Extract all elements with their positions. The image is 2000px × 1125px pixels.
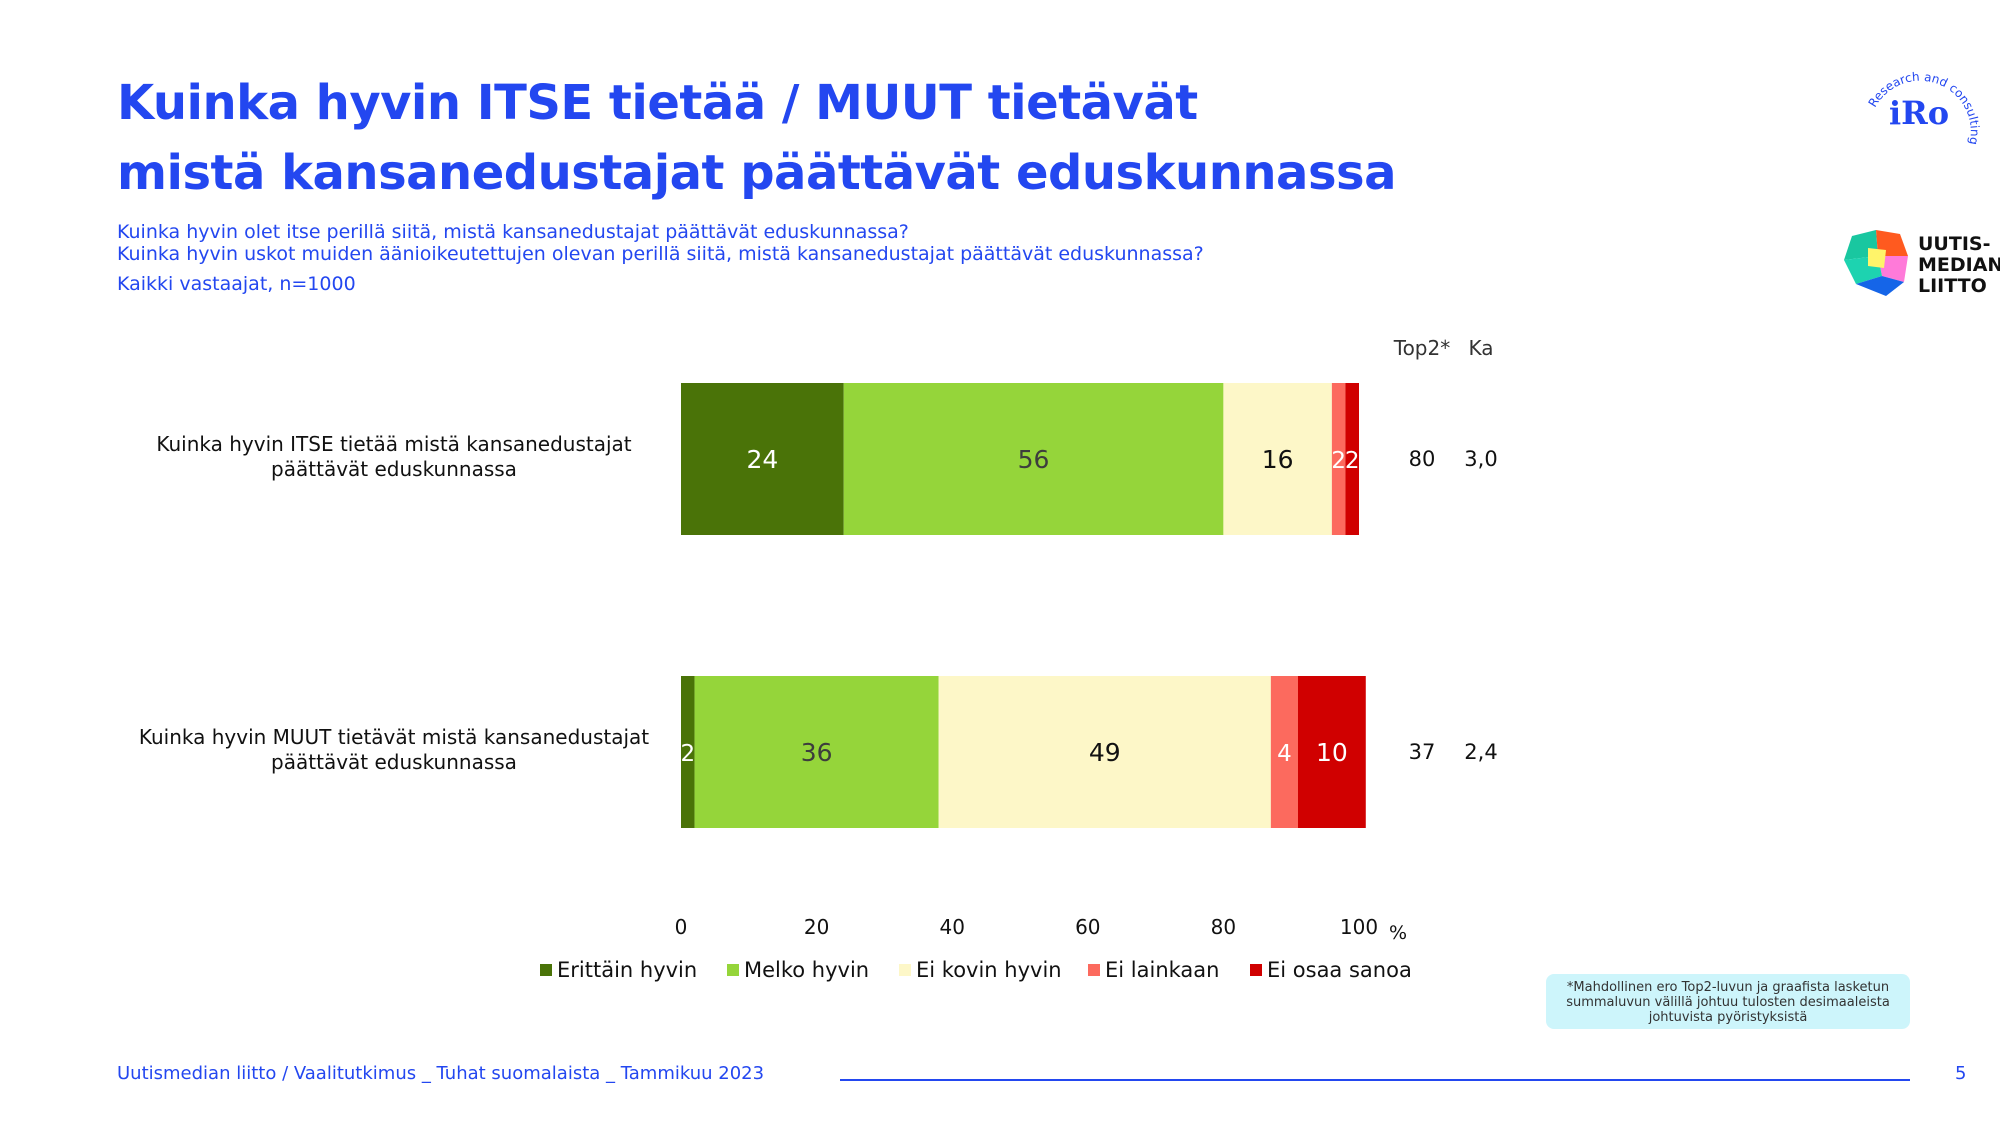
footer-divider: [840, 1079, 1910, 1081]
legend-swatch: [899, 964, 911, 976]
data-label: 16: [1262, 445, 1294, 474]
legend-label: Erittäin hyvin: [557, 958, 697, 982]
legend-swatch: [540, 964, 552, 976]
data-label: 36: [801, 738, 833, 767]
uml-logo-mark: [1844, 230, 1908, 296]
column-value: 37: [1409, 740, 1436, 764]
iro-wordmark: iRo: [1889, 94, 1949, 132]
data-label: 24: [746, 445, 778, 474]
x-tick-label: 20: [804, 915, 829, 939]
base-note: Kaikki vastaajat, n=1000: [117, 273, 356, 295]
x-tick-label: 60: [1075, 915, 1100, 939]
footer-source: Uutismedian liitto / Vaalitutkimus _ Tuh…: [117, 1063, 765, 1084]
uml-logo-text: UUTIS- MEDIAN LIITTO: [1918, 234, 2000, 297]
bar-segment: [843, 383, 1224, 535]
column-value: 2,4: [1464, 740, 1497, 764]
data-label: 2: [1345, 448, 1360, 474]
data-label: 10: [1316, 738, 1348, 767]
uml-line-1: UUTIS-: [1918, 233, 1991, 255]
bar-segment: [694, 676, 939, 828]
uml-line-2: MEDIAN: [1918, 254, 2000, 276]
uml-line-3: LIITTO: [1918, 275, 1987, 297]
page-title: Kuinka hyvin ITSE tietää / MUUT tietävät…: [117, 68, 1417, 208]
x-tick-label: 0: [675, 915, 688, 939]
footnote: *Mahdollinen ero Top2-luvun ja graafista…: [1546, 974, 1910, 1029]
bar-segment: [1331, 383, 1346, 535]
uutismedian-liitto-logo: UUTIS- MEDIAN LIITTO: [1838, 226, 2000, 306]
column-value: 80: [1409, 447, 1436, 471]
question-2: Kuinka hyvin uskot muiden äänioikeutettu…: [117, 243, 1204, 265]
legend-label: Melko hyvin: [744, 958, 869, 982]
data-label: 56: [1018, 445, 1050, 474]
legend-swatch: [1088, 964, 1100, 976]
category-label: Kuinka hyvin ITSE tietää mistä kansanedu…: [156, 432, 631, 481]
legend-label: Ei lainkaan: [1105, 958, 1219, 982]
legend-label: Ei kovin hyvin: [916, 958, 1062, 982]
x-unit-label: %: [1389, 922, 1407, 944]
data-label: 49: [1089, 738, 1121, 767]
question-text: Kuinka hyvin olet itse perillä siitä, mi…: [117, 221, 1517, 265]
column-header: Top2*: [1393, 336, 1450, 360]
legend-swatch: [1250, 964, 1262, 976]
question-1: Kuinka hyvin olet itse perillä siitä, mi…: [117, 221, 909, 243]
category-label: Kuinka hyvin MUUT tietävät mistä kansane…: [139, 725, 649, 774]
legend-label: Ei osaa sanoa: [1267, 958, 1412, 982]
bar-segment: [1297, 676, 1366, 828]
bar-segment: [681, 676, 695, 828]
title-line-1: Kuinka hyvin ITSE tietää / MUUT tietävät: [117, 75, 1198, 131]
bar-segment: [1345, 383, 1359, 535]
title-line-2: mistä kansanedustajat päättävät eduskunn…: [117, 145, 1396, 201]
column-value: 3,0: [1464, 447, 1497, 471]
bar-segment: [1270, 676, 1298, 828]
x-tick-label: 100: [1340, 915, 1378, 939]
data-label: 2: [680, 741, 695, 767]
x-tick-label: 80: [1211, 915, 1236, 939]
iro-logo: Research and consulting iRo: [1865, 70, 1981, 146]
x-tick-label: 40: [939, 915, 964, 939]
bar-segment: [938, 676, 1271, 828]
bar-segment: [1223, 383, 1332, 535]
legend-swatch: [727, 964, 739, 976]
page-number: 5: [1955, 1063, 1967, 1084]
data-label: 2: [1331, 448, 1346, 474]
column-header: Ka: [1468, 336, 1493, 360]
bar-segment: [681, 383, 844, 535]
data-label: 4: [1277, 741, 1292, 767]
